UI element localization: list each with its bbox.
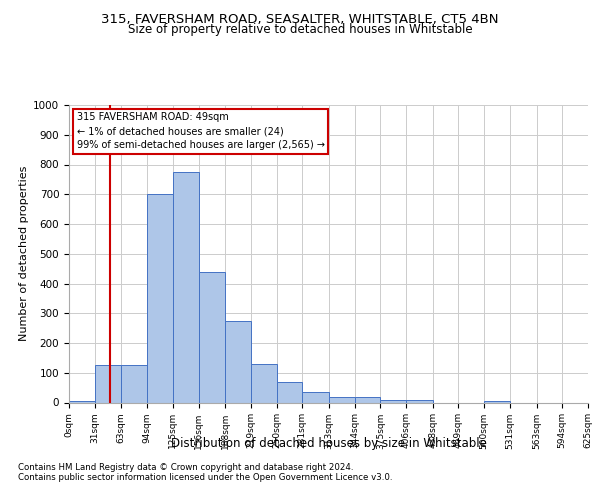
Bar <box>95 366 121 403</box>
Bar <box>484 401 510 402</box>
Bar <box>406 400 433 402</box>
Bar <box>329 396 355 402</box>
Bar <box>380 400 406 402</box>
Text: 315 FAVERSHAM ROAD: 49sqm
← 1% of detached houses are smaller (24)
99% of semi-d: 315 FAVERSHAM ROAD: 49sqm ← 1% of detach… <box>77 112 325 150</box>
Bar <box>277 382 302 402</box>
Bar <box>173 172 199 402</box>
Text: 315, FAVERSHAM ROAD, SEASALTER, WHITSTABLE, CT5 4BN: 315, FAVERSHAM ROAD, SEASALTER, WHITSTAB… <box>101 12 499 26</box>
Text: Size of property relative to detached houses in Whitstable: Size of property relative to detached ho… <box>128 22 472 36</box>
Text: Distribution of detached houses by size in Whitstable: Distribution of detached houses by size … <box>171 438 487 450</box>
Bar <box>302 392 329 402</box>
Y-axis label: Number of detached properties: Number of detached properties <box>19 166 29 342</box>
Bar <box>251 364 277 403</box>
Bar <box>355 396 380 402</box>
Bar <box>121 366 147 403</box>
Text: Contains public sector information licensed under the Open Government Licence v3: Contains public sector information licen… <box>18 474 392 482</box>
Bar <box>199 272 225 402</box>
Bar <box>147 194 173 402</box>
Text: Contains HM Land Registry data © Crown copyright and database right 2024.: Contains HM Land Registry data © Crown c… <box>18 462 353 471</box>
Bar <box>225 320 251 402</box>
Bar <box>69 401 95 402</box>
